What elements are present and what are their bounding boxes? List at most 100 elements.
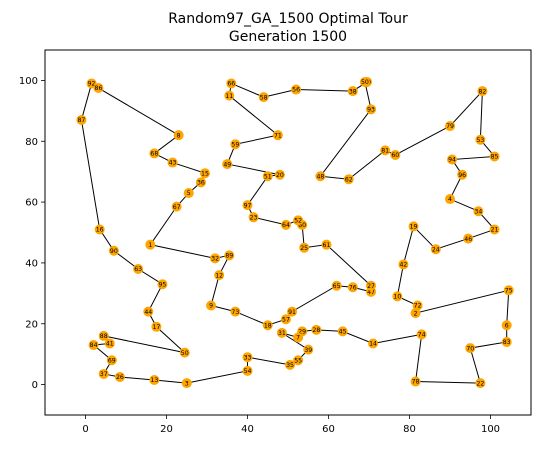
city-label: 9 (209, 303, 213, 310)
city-marker (410, 376, 421, 387)
city-label: 56 (292, 87, 300, 94)
city-node: 78 (410, 376, 421, 387)
city-marker (410, 308, 421, 319)
city-label: 79 (446, 123, 454, 130)
city-label: 52 (294, 218, 302, 225)
city-marker (293, 355, 304, 366)
city-node: 95 (157, 279, 168, 290)
city-node: 63 (133, 264, 144, 274)
city-node: 6 (501, 320, 512, 331)
city-node: 58 (258, 92, 269, 103)
city-marker (463, 233, 474, 244)
city-label: 18 (264, 322, 272, 329)
city-label: 29 (298, 329, 306, 336)
city-node: 43 (167, 157, 178, 168)
city-marker (222, 159, 233, 170)
city-node: 41 (104, 338, 115, 349)
city-marker (272, 130, 283, 141)
city-label: 27 (367, 283, 375, 290)
city-node: 4 (445, 194, 455, 205)
city-label: 67 (173, 204, 181, 211)
city-node: 42 (398, 259, 409, 270)
city-marker (262, 171, 273, 182)
city-label: 14 (369, 341, 377, 348)
city-label: 94 (448, 157, 456, 164)
chart-title-line-1: Random97_GA_1500 Optimal Tour (168, 11, 408, 27)
city-node: 64 (280, 219, 291, 230)
city-marker (475, 378, 486, 389)
city-label: 68 (150, 151, 158, 158)
city-label: 57 (282, 316, 290, 323)
city-node: 72 (412, 300, 423, 311)
x-tick-label: 40 (241, 424, 254, 435)
city-node: 13 (149, 375, 160, 386)
y-tick-label: 100 (19, 76, 38, 87)
city-node: 79 (445, 121, 455, 132)
city-node: 25 (299, 242, 310, 253)
city-node: 88 (98, 330, 109, 341)
city-node: 54 (242, 365, 253, 376)
city-marker (368, 338, 379, 349)
city-node: 28 (311, 324, 322, 335)
city-node: 9 (206, 300, 217, 311)
city-label: 19 (410, 224, 418, 231)
city-label: 93 (367, 107, 375, 114)
city-node: 15 (199, 168, 210, 179)
city-label: 38 (349, 88, 357, 95)
city-node: 32 (210, 253, 221, 264)
city-node: 31 (276, 327, 287, 338)
plot-area (44, 49, 532, 416)
city-node: 52 (293, 215, 304, 226)
city-marker (445, 121, 455, 132)
city-label: 72 (414, 303, 422, 310)
city-marker (430, 244, 441, 255)
city-label: 8 (177, 132, 181, 139)
city-label: 78 (412, 379, 420, 386)
city-node: 12 (214, 270, 225, 281)
city-marker (242, 352, 253, 363)
city-node: 67 (171, 201, 182, 212)
city-node: 5 (183, 187, 194, 198)
city-node: 46 (463, 233, 474, 244)
city-marker (359, 76, 370, 87)
city-node: 96 (457, 169, 468, 180)
city-marker (477, 86, 488, 97)
city-label: 85 (491, 154, 499, 161)
chart-title-line-2: Generation 1500 (229, 29, 347, 45)
city-node: 24 (430, 244, 441, 255)
city-label: 58 (260, 94, 268, 101)
city-node: 33 (242, 352, 253, 363)
city-node: 39 (303, 344, 314, 355)
city-label: 11 (225, 93, 233, 100)
city-marker (445, 194, 455, 205)
city-label: 95 (159, 281, 167, 288)
city-marker (412, 300, 423, 311)
city-marker (276, 327, 287, 338)
city-marker (315, 171, 326, 182)
city-marker (151, 321, 162, 332)
y-tick-label: 0 (32, 380, 38, 391)
city-node: 62 (343, 174, 354, 185)
city-label: 6 (505, 322, 509, 329)
city-marker (293, 332, 304, 343)
city-label: 39 (304, 347, 312, 354)
axis-ticks: 0 20 40 60 80 100 0 20 40 60 80 100 (19, 76, 500, 435)
city-marker (157, 279, 168, 290)
city-node: 61 (321, 239, 332, 250)
city-marker (398, 259, 409, 270)
city-node: 90 (108, 245, 119, 256)
city-node: 74 (416, 329, 427, 340)
city-label: 26 (116, 374, 124, 381)
city-node: 38 (347, 86, 358, 97)
city-node: 26 (114, 371, 125, 382)
city-node: 44 (143, 306, 154, 317)
city-node: 37 (98, 368, 109, 379)
city-marker (285, 359, 296, 370)
city-node: 83 (501, 337, 512, 347)
city-node: 71 (272, 130, 283, 141)
city-label: 32 (211, 256, 219, 263)
city-marker (280, 314, 291, 325)
city-node: 7 (293, 332, 304, 343)
city-label: 37 (100, 371, 108, 378)
